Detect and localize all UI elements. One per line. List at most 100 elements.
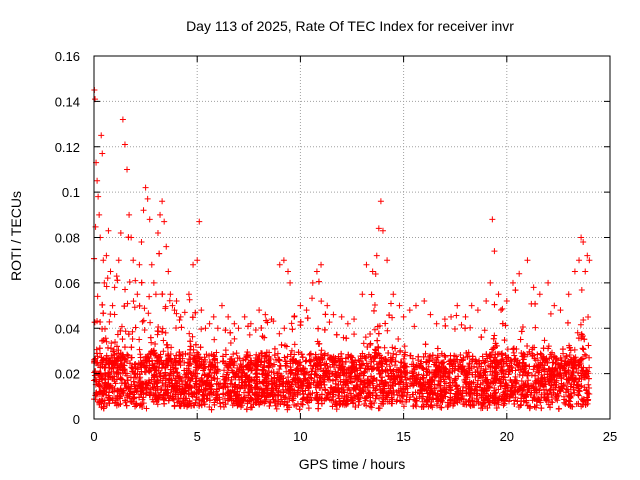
noise-point — [493, 404, 500, 411]
noise-point — [357, 365, 364, 372]
noise-point — [212, 364, 219, 371]
noise-point — [322, 387, 329, 394]
noise-point — [264, 385, 271, 392]
noise-point — [262, 396, 269, 403]
noise-point — [275, 389, 282, 396]
noise-point — [295, 384, 302, 391]
noise-point — [181, 359, 188, 366]
noise-point — [563, 353, 570, 360]
noise-point — [285, 379, 292, 386]
noise-point — [498, 373, 505, 380]
noise-point — [296, 375, 303, 382]
noise-point — [455, 373, 462, 380]
noise-point — [222, 351, 229, 358]
noise-point — [581, 351, 588, 358]
noise-point — [182, 350, 189, 357]
noise-point — [244, 348, 251, 355]
noise-point — [454, 356, 461, 363]
noise-point — [411, 323, 418, 330]
noise-point — [100, 337, 107, 344]
noise-point — [549, 376, 556, 383]
noise-point — [577, 321, 584, 328]
noise-point — [558, 363, 565, 370]
noise-point — [144, 354, 151, 361]
noise-point — [580, 346, 587, 353]
noise-point — [140, 400, 147, 407]
noise-point — [543, 397, 550, 404]
noise-point — [469, 358, 476, 365]
noise-point — [401, 352, 408, 359]
noise-point — [208, 406, 215, 413]
noise-point — [145, 310, 152, 317]
noise-point — [319, 355, 326, 362]
noise-point — [263, 386, 270, 393]
noise-point — [383, 361, 390, 368]
noise-point — [442, 365, 449, 372]
noise-point — [392, 378, 399, 385]
noise-point — [214, 368, 221, 375]
noise-point — [511, 401, 518, 408]
noise-point — [583, 352, 590, 359]
noise-point — [128, 344, 135, 351]
noise-point — [166, 376, 173, 383]
noise-point — [133, 400, 140, 407]
noise-point — [111, 400, 118, 407]
noise-point — [581, 336, 588, 343]
noise-point — [122, 397, 129, 404]
noise-point — [574, 382, 581, 389]
noise-point — [511, 356, 518, 363]
noise-point — [572, 357, 579, 364]
noise-point — [466, 367, 473, 374]
noise-point — [249, 404, 256, 411]
noise-point — [313, 389, 320, 396]
noise-point — [352, 366, 359, 373]
noise-point — [265, 363, 272, 370]
noise-point — [390, 391, 397, 398]
noise-point — [92, 392, 99, 399]
noise-point — [159, 328, 166, 335]
noise-point — [585, 396, 592, 403]
noise-point — [502, 352, 509, 359]
noise-point — [453, 382, 460, 389]
noise-point — [490, 335, 497, 342]
noise-point — [423, 387, 430, 394]
noise-point — [304, 399, 311, 406]
noise-point — [393, 366, 400, 373]
noise-point — [561, 396, 568, 403]
noise-point — [262, 353, 269, 360]
noise-point — [442, 322, 449, 329]
noise-point — [163, 359, 170, 366]
noise-point — [240, 357, 247, 364]
noise-point — [442, 353, 449, 360]
noise-point — [415, 353, 422, 360]
noise-point — [120, 366, 127, 373]
noise-point — [489, 372, 496, 379]
noise-point — [378, 355, 385, 362]
noise-point — [392, 358, 399, 365]
noise-point — [512, 394, 519, 401]
noise-point — [393, 398, 400, 405]
noise-point — [367, 331, 374, 338]
noise-point — [333, 331, 340, 338]
noise-point — [537, 350, 544, 357]
noise-point — [307, 374, 314, 381]
noise-point — [162, 303, 169, 310]
noise-point — [258, 392, 265, 399]
noise-point — [562, 389, 569, 396]
noise-point — [409, 372, 416, 379]
noise-point — [143, 389, 150, 396]
noise-point — [390, 350, 397, 357]
noise-point — [118, 390, 125, 397]
noise-point — [518, 377, 525, 384]
noise-point — [300, 391, 307, 398]
noise-point — [525, 382, 532, 389]
noise-point — [515, 404, 522, 411]
noise-point — [274, 350, 281, 357]
noise-point — [370, 375, 377, 382]
noise-point — [279, 383, 286, 390]
noise-point — [512, 287, 519, 294]
noise-point — [182, 374, 189, 381]
noise-point — [170, 368, 177, 375]
noise-point — [520, 356, 527, 363]
noise-point — [186, 400, 193, 407]
